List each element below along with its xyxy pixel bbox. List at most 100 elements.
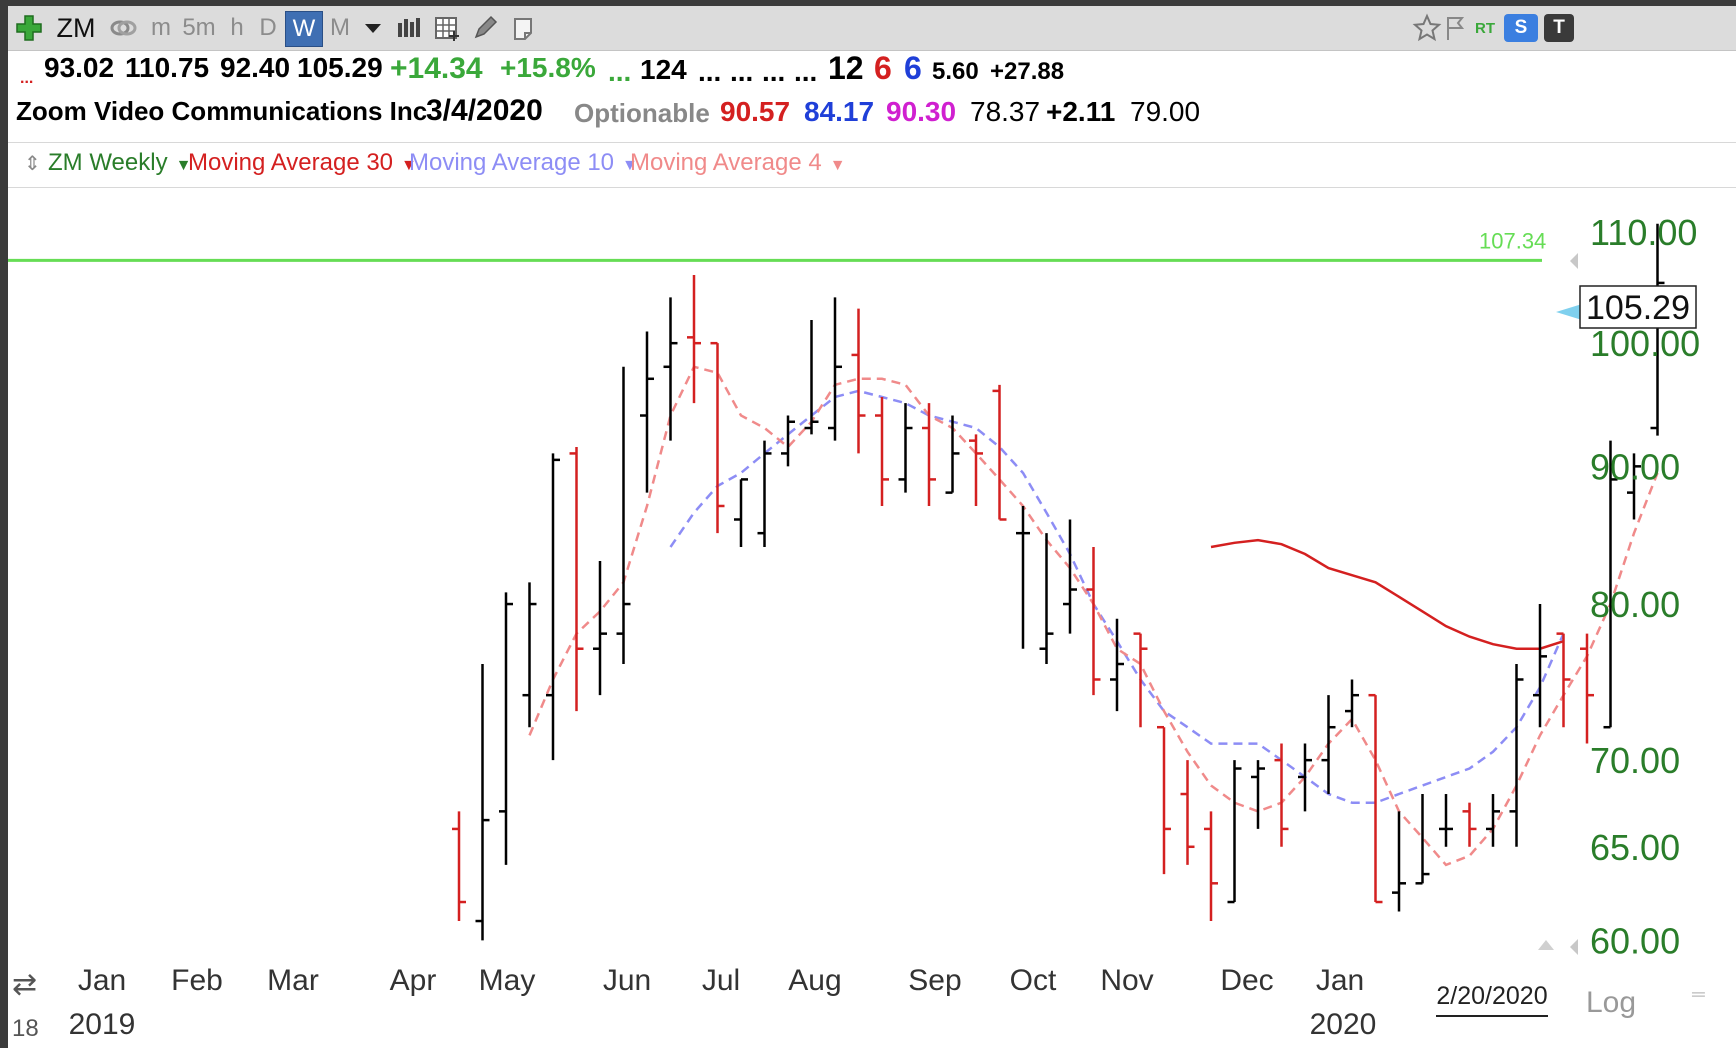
y-tick-label: 90.00 <box>1590 446 1680 487</box>
quote-volume: 124 <box>640 54 687 85</box>
toolbar: ZM m 5m h D W M <box>8 6 1736 51</box>
timeframe-hourly[interactable]: h <box>230 14 244 41</box>
table-grid-icon[interactable] <box>432 13 462 43</box>
timeframe-minute[interactable]: m <box>151 14 171 41</box>
ohlc-bar-layer <box>452 223 1665 941</box>
ohlc-bar <box>593 561 607 696</box>
green-resistance-layer: 107.34 <box>8 228 1546 262</box>
ohlc-bar <box>1157 725 1171 875</box>
quote-dots-c: ... <box>762 56 786 87</box>
ohlc-bar <box>1580 633 1594 744</box>
quote-value-6-blue: 6 <box>904 50 922 86</box>
ohlc-bar <box>640 331 654 493</box>
quote-dots-small: ... <box>20 70 34 87</box>
legend-ma10[interactable]: Moving Average 10 ▼ <box>409 149 638 177</box>
timeframe-weekly[interactable]: W <box>285 11 323 47</box>
legend-ma4-label: Moving Average 4 <box>630 149 822 176</box>
x-axis: Jan Feb Mar Apr May Jun Jul Aug Sep Oct Nov Dec Jan 2… <box>69 964 1377 1041</box>
link-chain-icon[interactable] <box>108 13 138 43</box>
scan-badge[interactable]: S <box>1504 14 1538 42</box>
quote-value-27-88: +27.88 <box>990 58 1065 85</box>
pencil-draw-icon[interactable] <box>470 13 500 43</box>
refresh-icon[interactable]: ⇄ <box>12 968 37 1001</box>
ohlc-bar <box>1063 519 1077 634</box>
y-tick-label: 65.00 <box>1590 827 1680 868</box>
x-month-label: Nov <box>1100 964 1153 997</box>
y-tick-label: 80.00 <box>1590 584 1680 625</box>
ohlc-bar <box>828 297 842 441</box>
x-year-label: 2020 <box>1310 1008 1377 1041</box>
info-value-3: 90.30 <box>886 96 957 127</box>
notes-icon[interactable] <box>508 13 538 43</box>
ohlc-bar <box>1650 223 1665 436</box>
quote-dots-b: ... <box>730 56 754 87</box>
legend-main-dropdown-icon: ▼ <box>175 157 192 174</box>
legend-ma10-label: Moving Average 10 <box>409 149 615 176</box>
ohlc-bar <box>1439 794 1453 847</box>
quote-close: 105.29 <box>297 52 383 83</box>
ohlc-bar <box>546 453 560 761</box>
legend-ma4[interactable]: Moving Average 4 ▼ <box>630 149 846 177</box>
ohlc-bar <box>969 434 983 506</box>
timeframe-daily[interactable]: D <box>259 14 277 41</box>
ohlc-bar <box>616 366 631 665</box>
ohlc-bar <box>1368 693 1383 904</box>
ohlc-bar <box>687 275 701 404</box>
trade-badge[interactable]: T <box>1544 14 1574 42</box>
legend-ma30-label: Moving Average 30 <box>188 149 394 176</box>
timeframe-monthly[interactable]: M <box>330 14 350 41</box>
legend-drag-icon[interactable]: ⇕ <box>24 153 41 175</box>
info-value-4: 78.37 <box>970 96 1041 127</box>
scroll-handle-icon[interactable]: ═ <box>1691 984 1705 1004</box>
ohlc-bar <box>781 415 795 467</box>
quote-open: 93.02 <box>44 52 115 83</box>
ohlc-bar <box>663 297 678 441</box>
y-tick-label: 70.00 <box>1590 740 1680 781</box>
ohlc-bar <box>1392 811 1406 912</box>
flag-icon[interactable] <box>1444 13 1468 43</box>
legend-main-label: ZM Weekly <box>48 149 168 176</box>
ohlc-bar <box>1415 794 1430 885</box>
ohlc-bar <box>1321 695 1336 795</box>
timeframe-5-minute[interactable]: 5m <box>182 14 216 41</box>
x-month-label: Oct <box>1010 964 1057 997</box>
bar-chart-icon[interactable] <box>394 13 424 43</box>
ohlc-bar <box>1556 632 1571 728</box>
scroll-up-arrow-icon[interactable] <box>1570 253 1578 269</box>
ohlc-bar <box>1627 453 1641 520</box>
x-month-label: Jul <box>702 964 740 997</box>
quote-dots-a: ... <box>698 56 722 87</box>
info-value-2: 84.17 <box>804 96 875 127</box>
scroll-right-up-icon[interactable] <box>1538 940 1554 950</box>
ohlc-bar <box>1251 760 1265 829</box>
ohlc-bar <box>1274 743 1289 847</box>
ohlc-bar <box>1133 632 1148 728</box>
quote-value-12: 12 <box>828 50 864 86</box>
quote-value-5-60: 5.60 <box>932 58 979 85</box>
quote-change: +14.34 <box>390 52 483 85</box>
x-month-label: Aug <box>788 964 841 997</box>
add-symbol-icon[interactable] <box>14 13 44 43</box>
y-tick-label: 100.00 <box>1590 323 1700 364</box>
scroll-down-arrow-icon[interactable] <box>1570 939 1578 955</box>
legend-main[interactable]: ZM Weekly ▼ <box>48 149 191 177</box>
info-value-5: +2.11 <box>1046 96 1116 127</box>
legend-ma30[interactable]: Moving Average 30 ▼ <box>188 149 417 177</box>
ohlc-bar <box>1016 505 1030 649</box>
symbol-input[interactable]: ZM <box>56 12 96 43</box>
quote-row: ... 93.02 110.75 92.40 105.29 +14.34 +15… <box>8 50 1736 96</box>
x-month-label: May <box>479 964 536 997</box>
ohlc-bar <box>757 440 772 548</box>
ohlc-bar <box>1086 547 1101 696</box>
info-row: Zoom Video Communications Inc 3/4/2020 O… <box>8 94 1736 142</box>
ma30-line <box>1210 538 1564 650</box>
timeframe-dropdown-icon[interactable] <box>358 13 388 43</box>
ohlc-bar <box>1227 760 1242 904</box>
log-scale-toggle[interactable]: Log <box>1586 986 1636 1019</box>
quote-dots-d: ... <box>794 56 818 87</box>
realtime-badge[interactable]: RT <box>1475 19 1495 37</box>
favorite-star-icon[interactable] <box>1412 13 1442 43</box>
ohlc-bar <box>898 403 913 493</box>
x-month-label: Mar <box>267 964 319 997</box>
